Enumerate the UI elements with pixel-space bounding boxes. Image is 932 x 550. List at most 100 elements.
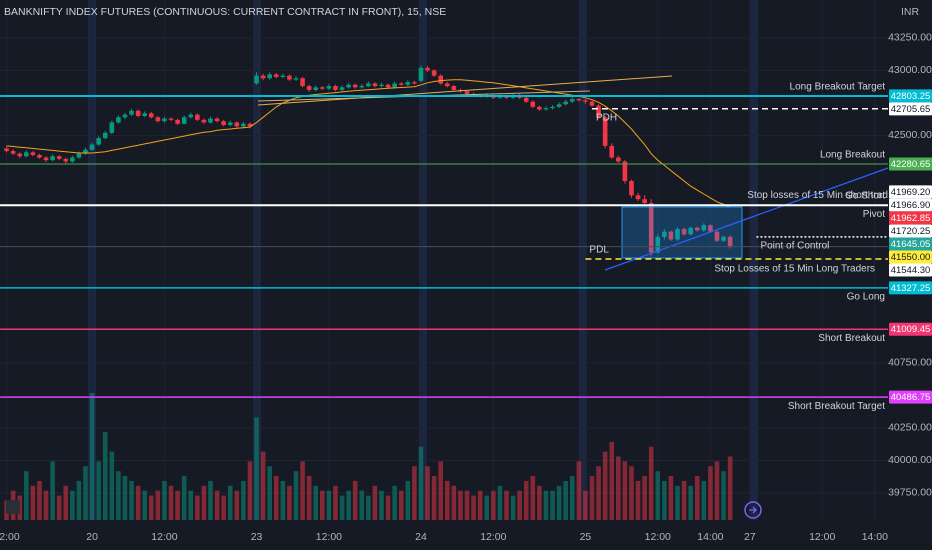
volume-bar <box>721 471 726 520</box>
candle-body <box>569 99 575 102</box>
candle-body <box>280 75 286 77</box>
volume-bar <box>280 480 286 520</box>
candle-body <box>326 86 332 89</box>
volume-bar <box>484 495 490 520</box>
level-label: Long Breakout <box>820 150 885 161</box>
volume-bar <box>398 490 404 520</box>
price-box <box>889 102 932 116</box>
candle-body <box>96 138 101 145</box>
candle-body <box>188 114 194 118</box>
candle-body <box>24 152 29 157</box>
candle-body <box>254 75 259 84</box>
price-box <box>889 250 932 264</box>
volume-bar <box>260 451 266 520</box>
currency: INR <box>901 6 920 18</box>
volume-bar <box>201 485 207 520</box>
volume-bar <box>491 490 496 520</box>
session-break <box>579 0 587 520</box>
price-box-label: 42280.65 <box>891 159 931 170</box>
candle-body <box>642 199 647 204</box>
price-box <box>889 224 932 238</box>
volume-bar <box>694 476 700 520</box>
volume-bar <box>122 476 128 520</box>
volume-bar <box>616 456 621 520</box>
candle-body <box>366 83 371 87</box>
price-box <box>889 390 932 404</box>
candle-body <box>444 83 450 87</box>
candle-body <box>346 84 351 88</box>
candle-body <box>602 117 608 146</box>
volume-bar <box>247 461 253 520</box>
volume-bar <box>339 495 345 520</box>
volume-bar <box>576 461 582 520</box>
volume-bar <box>464 490 470 520</box>
level-label: Short Breakout <box>818 333 885 344</box>
volume-bar <box>24 471 29 520</box>
candle-body <box>116 117 121 123</box>
candle-body <box>537 106 542 110</box>
volume-bar <box>293 471 299 520</box>
price-box-label: 41645.05 <box>891 239 931 250</box>
y-tick-label: 40750.00 <box>888 357 932 369</box>
candle-body <box>129 110 134 115</box>
candle-body <box>168 118 174 120</box>
x-tick-label: 12:00 <box>480 531 506 543</box>
candle-body <box>109 122 115 133</box>
price-box-label: 41550.00 <box>891 252 931 263</box>
axis: 43250.00 43000.00 42500.00 40750.00 40250.00… <box>0 32 932 543</box>
volume-bar <box>155 490 161 520</box>
session-break <box>750 0 758 520</box>
candle-body <box>89 144 95 150</box>
volume-bar <box>458 490 463 520</box>
volume-bar <box>241 480 246 520</box>
volume-bar <box>523 480 529 520</box>
level-label: Pivot <box>863 209 885 220</box>
candle-body <box>162 118 167 122</box>
volume-bar <box>287 485 292 520</box>
price-box-label: 41009.45 <box>891 324 931 335</box>
scroll-to-latest[interactable] <box>744 501 762 519</box>
candle-body <box>727 236 733 247</box>
volume-bar <box>385 495 391 520</box>
candle-body <box>596 105 601 118</box>
volume-bar <box>714 461 720 520</box>
session-break <box>419 0 427 520</box>
volume-bar <box>497 485 503 520</box>
volume-bar <box>195 495 200 520</box>
volume-bar <box>63 485 69 520</box>
level-label: Point of Control <box>760 240 829 251</box>
volume-bar <box>438 461 444 520</box>
volume-bar <box>635 480 641 520</box>
time-axis <box>0 520 932 550</box>
volume-bar <box>273 476 279 520</box>
price-box <box>889 237 932 251</box>
candle-body <box>431 70 437 76</box>
volume-bar <box>267 466 272 520</box>
volume-bar <box>563 480 568 520</box>
volume-bar <box>313 485 319 520</box>
volume-bar <box>162 480 167 520</box>
candle-body <box>688 227 693 235</box>
volume-bar <box>30 485 36 520</box>
annotations <box>257 75 889 271</box>
price-box <box>889 198 932 212</box>
x-tick-label: 12:00 <box>0 531 20 543</box>
volume-bar <box>530 476 536 520</box>
candle-body <box>530 101 536 107</box>
candle-body <box>175 119 180 124</box>
price-box-label: 41969.20 <box>891 187 931 198</box>
volume-bar <box>444 480 450 520</box>
price-box <box>889 263 932 277</box>
candle-body <box>418 67 424 81</box>
y-tick-label: 42500.00 <box>888 129 932 141</box>
volume-bar <box>56 495 62 520</box>
scroll-icon[interactable] <box>749 506 757 514</box>
volume-bar <box>102 432 108 520</box>
candle-body <box>43 157 49 161</box>
volume-bar <box>208 480 213 520</box>
x-tick-label: 25 <box>580 531 592 543</box>
x-tick-label: 12:00 <box>316 531 342 543</box>
volume-bar <box>181 476 187 520</box>
candle-body <box>352 84 358 88</box>
